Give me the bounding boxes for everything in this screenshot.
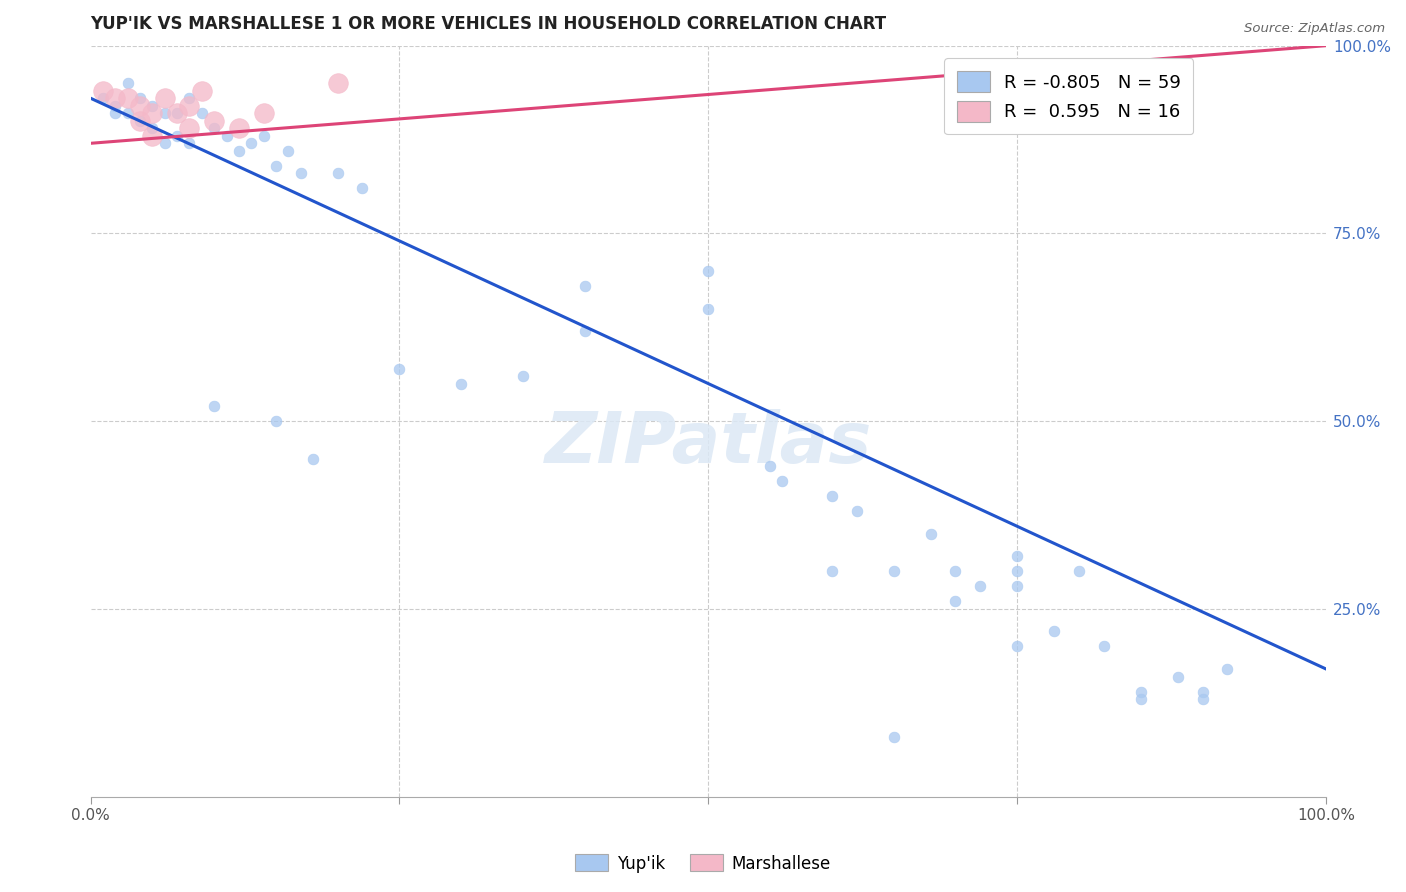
Point bbox=[759, 459, 782, 474]
Point bbox=[883, 565, 905, 579]
Text: ZIPatlas: ZIPatlas bbox=[544, 409, 872, 478]
Point bbox=[202, 113, 225, 128]
Point bbox=[179, 91, 201, 105]
Point bbox=[191, 106, 214, 120]
Point bbox=[228, 121, 250, 136]
Point bbox=[129, 113, 152, 128]
Point bbox=[141, 121, 163, 136]
Point bbox=[277, 144, 299, 158]
Point bbox=[264, 414, 287, 428]
Legend: Yup'ik, Marshallese: Yup'ik, Marshallese bbox=[568, 847, 838, 880]
Point bbox=[104, 91, 127, 105]
Point bbox=[166, 106, 188, 120]
Point bbox=[153, 106, 176, 120]
Point bbox=[1005, 640, 1028, 654]
Point bbox=[153, 91, 176, 105]
Point bbox=[512, 369, 534, 384]
Point bbox=[945, 594, 967, 608]
Point bbox=[252, 106, 274, 120]
Point bbox=[1191, 684, 1213, 698]
Point bbox=[1005, 549, 1028, 564]
Point bbox=[179, 99, 201, 113]
Point bbox=[1092, 640, 1115, 654]
Point bbox=[1129, 684, 1152, 698]
Point bbox=[969, 579, 991, 593]
Point bbox=[821, 489, 844, 503]
Point bbox=[91, 84, 114, 98]
Point bbox=[117, 106, 139, 120]
Point bbox=[326, 166, 349, 180]
Point bbox=[104, 99, 127, 113]
Point bbox=[574, 324, 596, 338]
Point bbox=[945, 565, 967, 579]
Point bbox=[920, 526, 942, 541]
Point bbox=[697, 264, 720, 278]
Point bbox=[883, 730, 905, 744]
Point bbox=[215, 128, 238, 143]
Point bbox=[1167, 669, 1189, 683]
Point bbox=[129, 113, 152, 128]
Point bbox=[191, 84, 214, 98]
Point bbox=[1216, 662, 1239, 676]
Point bbox=[1043, 624, 1066, 639]
Point bbox=[91, 91, 114, 105]
Point bbox=[697, 301, 720, 316]
Point bbox=[166, 128, 188, 143]
Point bbox=[240, 136, 263, 151]
Point bbox=[129, 99, 152, 113]
Point bbox=[1005, 579, 1028, 593]
Point bbox=[179, 121, 201, 136]
Point bbox=[117, 76, 139, 90]
Point bbox=[129, 91, 152, 105]
Point bbox=[290, 166, 312, 180]
Point bbox=[141, 99, 163, 113]
Point bbox=[202, 399, 225, 413]
Point bbox=[179, 136, 201, 151]
Point bbox=[104, 106, 127, 120]
Point bbox=[1129, 692, 1152, 706]
Point bbox=[450, 376, 472, 391]
Point bbox=[117, 91, 139, 105]
Point bbox=[574, 279, 596, 293]
Legend: R = -0.805   N = 59, R =  0.595   N = 16: R = -0.805 N = 59, R = 0.595 N = 16 bbox=[945, 59, 1194, 135]
Point bbox=[264, 159, 287, 173]
Point bbox=[388, 361, 411, 376]
Point bbox=[202, 121, 225, 136]
Point bbox=[141, 128, 163, 143]
Point bbox=[1067, 565, 1090, 579]
Point bbox=[166, 106, 188, 120]
Point bbox=[252, 128, 274, 143]
Point bbox=[141, 106, 163, 120]
Point bbox=[302, 451, 325, 466]
Text: YUP'IK VS MARSHALLESE 1 OR MORE VEHICLES IN HOUSEHOLD CORRELATION CHART: YUP'IK VS MARSHALLESE 1 OR MORE VEHICLES… bbox=[90, 15, 887, 33]
Point bbox=[845, 504, 868, 518]
Point bbox=[352, 181, 374, 195]
Point bbox=[1191, 692, 1213, 706]
Point bbox=[772, 475, 794, 489]
Point bbox=[228, 144, 250, 158]
Point bbox=[153, 136, 176, 151]
Point bbox=[326, 76, 349, 90]
Point bbox=[1005, 565, 1028, 579]
Point bbox=[821, 565, 844, 579]
Text: Source: ZipAtlas.com: Source: ZipAtlas.com bbox=[1244, 22, 1385, 36]
